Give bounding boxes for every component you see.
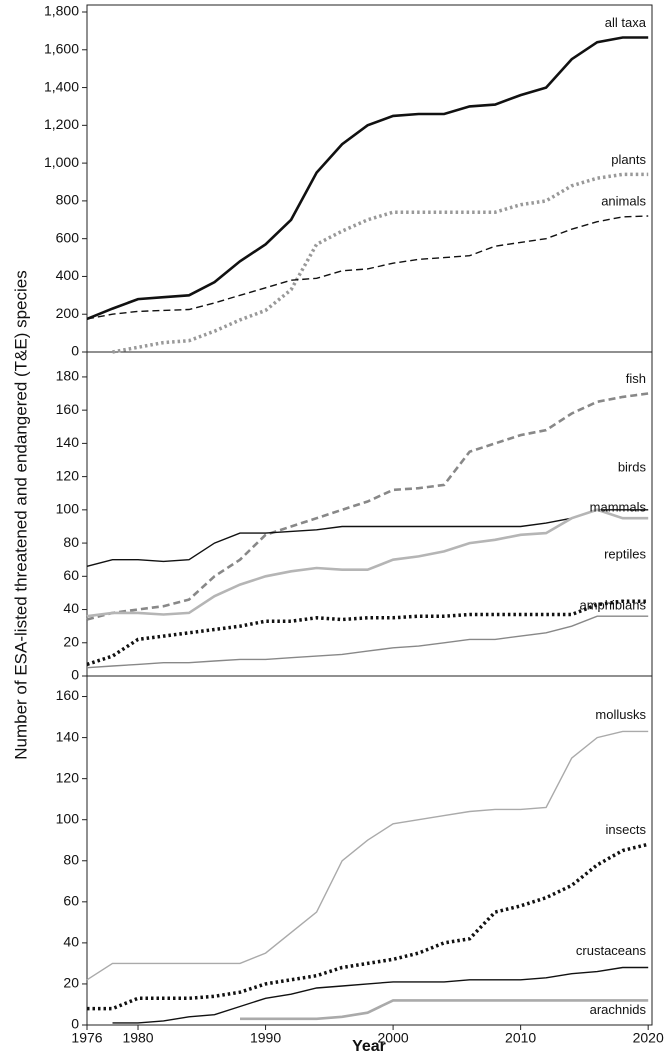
y-tick-label: 40	[63, 934, 79, 950]
series-label: arachnids	[590, 1002, 647, 1017]
y-tick-label: 100	[56, 501, 80, 517]
series-label: fish	[626, 371, 646, 386]
x-tick-label: 1990	[250, 1030, 281, 1046]
series-line	[86, 509, 649, 567]
x-tick-label: 1976	[71, 1030, 102, 1046]
y-axis-label: Number of ESA-listed threatened and enda…	[11, 270, 30, 760]
y-tick-label: 800	[56, 192, 80, 208]
series-line	[86, 215, 649, 320]
series-label: birds	[618, 459, 647, 474]
y-tick-label: 40	[63, 600, 79, 616]
series-line	[240, 999, 649, 1021]
y-tick-label: 120	[56, 467, 80, 483]
series-label: insects	[606, 822, 647, 837]
y-tick-label: 0	[71, 667, 79, 683]
y-tick-label: 60	[63, 893, 79, 909]
series-line	[86, 392, 649, 621]
y-tick-label: 200	[56, 305, 80, 321]
series-label: animals	[601, 193, 646, 208]
series-label: reptiles	[604, 547, 646, 562]
y-tick-label: 180	[56, 368, 80, 384]
y-tick-label: 140	[56, 728, 80, 744]
series-label: plants	[611, 152, 646, 167]
series-line	[86, 599, 649, 667]
x-tick-label: 2020	[633, 1030, 664, 1046]
y-tick-label: 20	[63, 633, 79, 649]
y-tick-label: 20	[63, 975, 79, 991]
x-axis-label: Year	[352, 1038, 386, 1055]
series-line	[86, 36, 649, 321]
series-line	[112, 966, 649, 1024]
y-tick-label: 600	[56, 229, 80, 245]
series-line	[112, 172, 649, 354]
plot-frame	[86, 4, 653, 1026]
y-tick-label: 1,000	[44, 154, 79, 170]
series-line	[86, 730, 649, 981]
y-tick-label: 160	[56, 401, 80, 417]
y-tick-label: 400	[56, 267, 80, 283]
series-label: mammals	[590, 500, 647, 515]
y-tick-label: 160	[56, 687, 80, 703]
y-tick-label: 100	[56, 810, 80, 826]
y-tick-label: 0	[71, 1016, 79, 1032]
y-tick-label: 1,400	[44, 78, 79, 94]
y-tick-label: 140	[56, 434, 80, 450]
x-tick-label: 2000	[378, 1030, 409, 1046]
series-line	[87, 842, 649, 1011]
series-label: mollusks	[595, 707, 646, 722]
y-tick-label: 1,800	[44, 3, 79, 19]
y-tick-label: 1,200	[44, 116, 79, 132]
y-tick-label: 80	[63, 534, 79, 550]
series-line	[86, 615, 649, 669]
y-tick-label: 60	[63, 567, 79, 583]
x-tick-label: 2010	[505, 1030, 536, 1046]
y-tick-label: 80	[63, 851, 79, 867]
y-tick-label: 120	[56, 769, 80, 785]
y-tick-label: 0	[71, 343, 79, 359]
series-label: amphibians	[580, 598, 647, 613]
series-label: crustaceans	[576, 943, 647, 958]
series-label: all taxa	[605, 15, 647, 30]
y-tick-label: 1,600	[44, 40, 79, 56]
x-tick-label: 1980	[122, 1030, 153, 1046]
series-line	[86, 508, 649, 618]
